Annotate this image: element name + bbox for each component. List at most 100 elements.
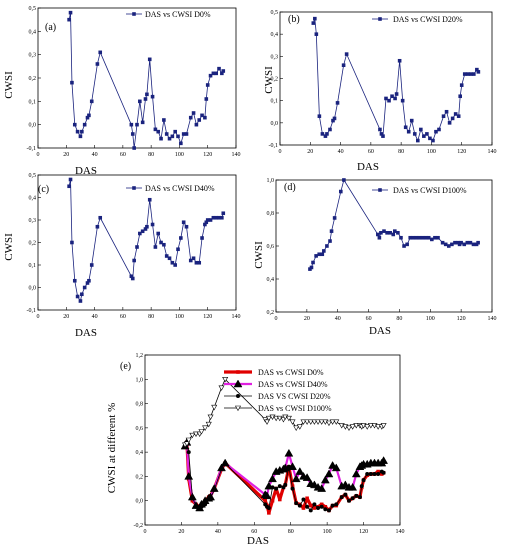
panel-d: (d) DAS vs CWSI D100% DAS CWSI bbox=[253, 182, 467, 337]
panel-c-series-1-point bbox=[173, 263, 177, 267]
panel-b: (b) DAS vs CWSI D20% DAS CWSI bbox=[263, 14, 463, 173]
panel-e-series-3-point bbox=[277, 484, 282, 489]
panel-c-series-1-point bbox=[205, 218, 210, 222]
panel-c-ylabel: CWSI bbox=[3, 233, 15, 261]
panel-c-series-1-point bbox=[211, 215, 216, 220]
panel-a-y-tick-label: 0,4 bbox=[29, 29, 37, 35]
panel-d-x-tick-label: 40 bbox=[335, 316, 341, 322]
panel-c-series-1-point bbox=[200, 236, 204, 240]
panel-c-series-1-point bbox=[217, 215, 221, 220]
panel-c-series-1-point bbox=[176, 247, 180, 252]
panel-d-y-tick-label: 0,2 bbox=[267, 310, 275, 316]
panel-c-y-tick-label: 0,5 bbox=[29, 173, 37, 179]
panel-c-series-1-point bbox=[153, 245, 158, 249]
panel-d-series-1-point bbox=[436, 235, 440, 240]
panel-d-series-1-point bbox=[430, 237, 434, 242]
panel-c-x-tick-label: 100 bbox=[175, 314, 184, 320]
panel-e-y-tick-label: 0,6 bbox=[136, 426, 144, 432]
panel-e-series-4-point bbox=[192, 431, 200, 438]
panel-e-series-4-point bbox=[296, 424, 303, 430]
panel-d-series-1-point bbox=[402, 244, 406, 248]
panel-a-series-1-point bbox=[181, 132, 186, 136]
panel-e-series-4-point bbox=[345, 425, 353, 431]
panel-a-series-1-point bbox=[132, 146, 136, 150]
panel-a-series-1-point bbox=[211, 71, 216, 76]
panel-e-series-4-point bbox=[218, 385, 225, 391]
panel-e: (e) DAS vs CWSI D0% DAS vs CWSI D40% DAS… bbox=[106, 361, 332, 547]
panel-c-x-tick-label: 60 bbox=[120, 314, 126, 320]
panel-b-x-tick-label: 0 bbox=[279, 149, 282, 155]
panel-e-series-2-point bbox=[262, 491, 272, 500]
panel-a-series-1-point bbox=[78, 134, 83, 139]
panel-d-x-tick-label: 60 bbox=[366, 316, 372, 322]
panel-a-series-1-point bbox=[184, 132, 189, 136]
panel-a-x-tick-label: 140 bbox=[232, 152, 241, 158]
panel-d-series-1-point bbox=[450, 242, 454, 247]
panel-b-series-1-point bbox=[431, 138, 435, 143]
panel-e-series-2-point bbox=[351, 469, 361, 478]
panel-e-series-1-point bbox=[312, 506, 317, 510]
panel-d-series-1-point bbox=[379, 231, 383, 235]
panel-e-series-2-point bbox=[302, 473, 312, 481]
panel-e-legend-label-1: DAS vs CWSI D0% bbox=[258, 368, 324, 377]
panel-d-series-1-point bbox=[388, 231, 392, 235]
panel-e-series-4-point bbox=[198, 429, 205, 435]
panel-e-series-1-point bbox=[270, 498, 275, 503]
panel-c-series-1-point bbox=[67, 184, 71, 189]
panel-e-series-1-point bbox=[323, 504, 328, 509]
panel-d-series-1-point bbox=[339, 189, 343, 194]
panel-a-series-1-point bbox=[145, 92, 149, 97]
panel-b-y-tick-label: -0,1 bbox=[269, 143, 279, 149]
panel-d-series-1-point bbox=[423, 235, 428, 240]
panel-a-series-1-point bbox=[217, 66, 221, 71]
panel-a-series-1-point bbox=[176, 134, 180, 139]
panel-e-x-tick-label: 0 bbox=[144, 529, 147, 535]
panel-c-series-1-point bbox=[191, 256, 196, 261]
panel-e-series-3-point bbox=[334, 502, 339, 507]
panel-b-series-1-point bbox=[450, 116, 455, 121]
panel-d-y-tick-label: 0,8 bbox=[267, 211, 275, 217]
panel-b-series-1-point bbox=[344, 52, 349, 56]
panel-e-series-4-point bbox=[289, 419, 296, 425]
panel-e-x-tick-label: 100 bbox=[323, 529, 332, 535]
panel-e-ylabel: CWSI at different % bbox=[106, 403, 118, 494]
panel-d-series-1-point bbox=[459, 240, 463, 245]
panel-e-series-3-point bbox=[308, 508, 313, 513]
panel-c-series-1-point bbox=[87, 278, 91, 283]
panel-e-x-tick-label: 80 bbox=[288, 529, 294, 535]
panel-b-series-1-point bbox=[325, 132, 329, 136]
panel-d-series-1-point bbox=[391, 232, 396, 237]
panel-e-frame bbox=[144, 354, 401, 526]
panel-e-series-4-point bbox=[285, 415, 292, 422]
panel-c-series-1-point bbox=[130, 276, 135, 281]
panel-c-y-tick-label: 0,3 bbox=[29, 218, 37, 224]
panel-a-x-tick-label: 100 bbox=[175, 152, 184, 158]
panel-e-series-4-point bbox=[300, 419, 307, 425]
panel-a-series-1-point bbox=[156, 129, 161, 134]
panel-b-series-1-point bbox=[406, 129, 411, 134]
panel-c-series-1-point bbox=[179, 236, 183, 240]
panel-b-x-tick-label: 80 bbox=[398, 149, 404, 155]
panel-a-series-1-point bbox=[138, 99, 142, 104]
panel-a-series-1-point bbox=[194, 122, 199, 127]
panel-a-series-1-point bbox=[70, 80, 74, 85]
panel-e-series-3-point bbox=[347, 498, 351, 503]
panel-c-series-1-point bbox=[98, 215, 103, 220]
panel-a-x-tick-label: 60 bbox=[120, 152, 126, 158]
panel-c-series-1-point bbox=[162, 242, 166, 247]
panel-b-series-1-point bbox=[384, 96, 388, 101]
panel-e-series-3-point bbox=[270, 485, 275, 490]
panel-d-x-tick-label: 0 bbox=[275, 316, 278, 322]
panel-a-series-1-point bbox=[188, 115, 193, 120]
panel-b-series-1-point bbox=[400, 98, 405, 103]
panel-e-series-1-point bbox=[308, 503, 313, 508]
panel-e-series-3-point bbox=[350, 496, 355, 501]
panel-b-series-1-point bbox=[341, 63, 346, 67]
panel-a-series-1-point bbox=[173, 129, 177, 134]
panel-c-series-1-point bbox=[143, 227, 148, 231]
panel-c-series-1-point bbox=[167, 256, 172, 261]
panel-a-y-tick-label: 0,1 bbox=[29, 99, 37, 105]
panel-e-series-4-point bbox=[183, 441, 190, 447]
panel-d-plot: 0 20 40 60 80 100 120 140 0,2 0,4 0,6 0,8 1,0 bbox=[267, 178, 497, 322]
